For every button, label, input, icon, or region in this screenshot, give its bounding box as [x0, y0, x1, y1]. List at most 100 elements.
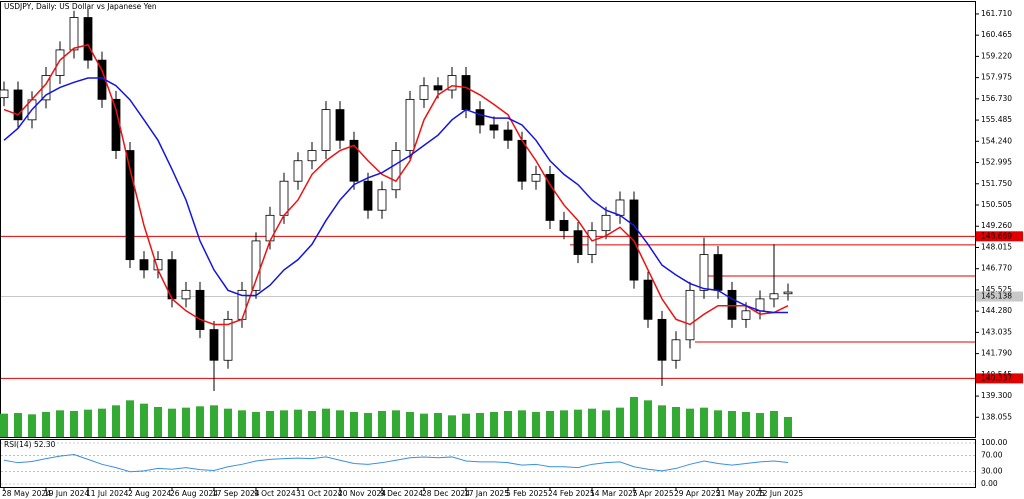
volume-bar	[98, 408, 106, 437]
candle-body	[433, 85, 443, 91]
candle-body	[139, 259, 149, 271]
volume-bar	[532, 412, 540, 437]
x-tick-label: 17 Sep 2024	[212, 489, 260, 498]
x-tick-label: 12 Jun 2025	[758, 489, 803, 498]
x-tick-label: 21 May 2025	[716, 489, 765, 498]
x-tick-label: 28 Dec 2024	[422, 489, 470, 498]
volume-bar	[602, 410, 610, 437]
volume-bar	[574, 409, 582, 437]
candle-body	[531, 173, 541, 182]
rsi-tick-label: 30.00	[981, 467, 1003, 476]
candle-body	[209, 329, 219, 361]
candle-body	[503, 129, 513, 141]
candle-body	[713, 254, 723, 291]
volume-bar	[378, 411, 386, 437]
volume-bar	[322, 408, 330, 437]
x-tick-label: 14 Mar 2025	[590, 489, 638, 498]
candle-body	[377, 189, 387, 211]
volume-bar	[70, 411, 78, 437]
volume-bar	[616, 407, 624, 437]
volume-bar	[56, 410, 64, 437]
rsi-tick-label: 100.00	[981, 438, 1007, 447]
x-tick-label: 5 Feb 2025	[506, 489, 548, 498]
y-tick-label: 139.300	[981, 391, 1012, 400]
candle-body	[363, 180, 373, 211]
volume-bar	[112, 405, 120, 437]
moving-average	[3, 77, 788, 314]
volume-bar	[238, 410, 246, 437]
price-tag	[976, 291, 1023, 302]
volume-bar	[560, 410, 568, 437]
candle-body	[489, 124, 499, 131]
rsi-panel	[0, 439, 976, 488]
candle-body	[727, 289, 737, 320]
volume-bar	[658, 405, 666, 437]
volume-bar	[630, 397, 638, 437]
candle-body	[447, 75, 457, 91]
x-tick-label: 20 Nov 2024	[338, 489, 386, 498]
candle-body	[741, 310, 751, 320]
volume-bar	[756, 413, 764, 437]
candle-body	[699, 254, 709, 291]
volume-bar	[182, 407, 190, 437]
y-tick-label: 146.770	[981, 264, 1012, 273]
volume-bar	[434, 413, 442, 437]
y-tick-label: 145.525	[981, 285, 1012, 294]
candle-body	[111, 98, 121, 151]
x-tick-label: 24 Feb 2025	[548, 489, 595, 498]
moving-average	[3, 43, 789, 326]
y-tick-label: 150.505	[981, 200, 1012, 209]
candle-body	[671, 339, 681, 361]
candle-body	[419, 85, 429, 100]
candle-body	[125, 150, 135, 261]
volume-bar	[308, 411, 316, 437]
x-tick-label: 19 Jun 2024	[44, 489, 89, 498]
y-tick-label: 156.730	[981, 94, 1012, 103]
volume-bar	[280, 410, 288, 437]
candle-body	[657, 318, 667, 361]
volume-bar	[490, 412, 498, 437]
y-tick-label: 149.260	[981, 221, 1012, 230]
candle-body	[223, 318, 233, 361]
main-panel	[0, 1, 976, 438]
y-tick-label: 159.220	[981, 51, 1012, 60]
x-tick-label: 7 Apr 2025	[632, 489, 674, 498]
volume-bar	[252, 412, 260, 437]
candle-body	[69, 17, 79, 51]
rsi-title: RSI(14) 52.30	[4, 440, 56, 449]
volume-bar	[504, 411, 512, 437]
candle-body	[195, 289, 205, 330]
candle-body	[769, 293, 779, 300]
volume-bar	[14, 413, 22, 437]
y-tick-label: 154.240	[981, 136, 1012, 145]
volume-bar	[770, 411, 778, 437]
volume-bar	[728, 411, 736, 437]
candle-body	[517, 139, 527, 182]
x-tick-label: 29 Apr 2025	[674, 489, 721, 498]
volume-bar	[686, 408, 694, 437]
candle-body	[55, 49, 65, 76]
y-tick-label: 151.750	[981, 179, 1012, 188]
volume-bar	[546, 411, 554, 437]
volume-bar	[294, 409, 302, 437]
y-tick-label: 144.280	[981, 306, 1012, 315]
x-tick-label: 2 Aug 2024	[128, 489, 171, 498]
volume-bar	[476, 413, 484, 437]
volume-bar	[448, 415, 456, 437]
volume-bar	[350, 412, 358, 437]
rsi-line	[3, 453, 789, 473]
candle-body	[559, 220, 569, 232]
volume-bar	[266, 411, 274, 437]
volume-bar	[462, 413, 470, 437]
candle-body	[405, 98, 415, 151]
rsi-tick-label: 70.00	[981, 450, 1003, 459]
candle-body	[615, 199, 625, 216]
candle-body	[601, 214, 611, 232]
candle-body	[545, 173, 555, 221]
candle-body	[321, 109, 331, 151]
volume-bar	[406, 412, 414, 437]
volume-bar	[518, 410, 526, 437]
candle-body	[643, 279, 653, 320]
candle-body	[293, 160, 303, 182]
